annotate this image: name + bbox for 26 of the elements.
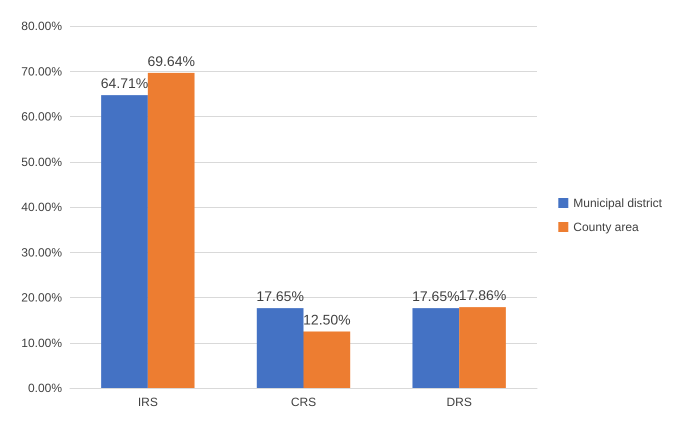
bar xyxy=(304,331,350,388)
x-tick-label: DRS xyxy=(446,395,472,409)
data-label: 17.86% xyxy=(458,287,506,304)
y-tick-label: 30.00% xyxy=(21,245,62,260)
y-tick-label: 0.00% xyxy=(28,381,62,395)
y-tick-label: 70.00% xyxy=(21,64,62,78)
data-label: 69.64% xyxy=(147,52,195,69)
y-tick-label: 50.00% xyxy=(21,154,62,169)
bar xyxy=(256,308,304,388)
y-tick-label: 40.00% xyxy=(21,200,62,214)
bar xyxy=(148,72,195,388)
data-label: 64.71% xyxy=(100,75,148,92)
y-tick-label: 20.00% xyxy=(21,290,62,304)
y-tick-label: 60.00% xyxy=(21,110,62,124)
bar xyxy=(459,307,506,388)
data-label: 17.65% xyxy=(412,288,460,304)
y-tick-label: 80.00% xyxy=(21,19,62,33)
data-label: 17.65% xyxy=(256,288,304,304)
bar xyxy=(412,308,460,388)
y-tick-label: 10.00% xyxy=(21,336,62,350)
x-tick-label: IRS xyxy=(138,395,158,409)
legend-label: Municipal district xyxy=(573,196,663,210)
bar xyxy=(101,95,148,388)
legend-label: County area xyxy=(573,220,640,234)
x-tick-label: CRS xyxy=(290,395,316,409)
data-label: 12.50% xyxy=(303,311,351,328)
